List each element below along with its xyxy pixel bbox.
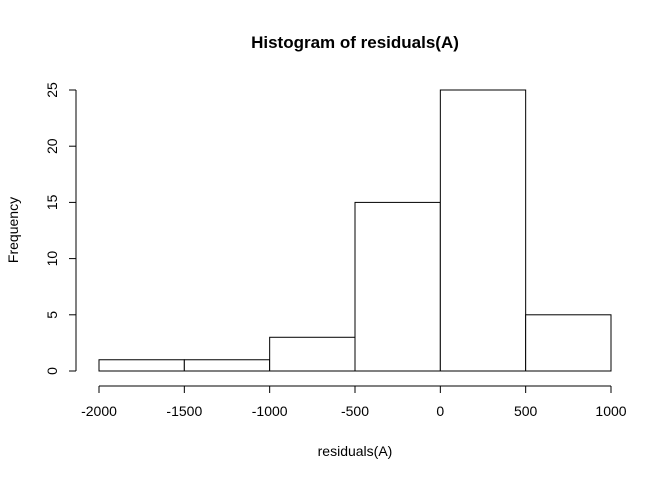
y-tick-label: 5: [44, 311, 60, 319]
y-tick-label: 10: [44, 251, 60, 267]
histogram-bar-1: [183, 359, 271, 372]
histogram-bar-2: [269, 336, 356, 372]
histogram-bar-5: [525, 314, 612, 372]
histogram-bar-3: [354, 201, 441, 372]
bars-group: [98, 89, 612, 372]
x-tick-label: 500: [514, 403, 538, 419]
x-axis: -2000 -1500 -1000 -500 0 500 1000: [81, 385, 627, 419]
x-tick-label: -1500: [166, 403, 202, 419]
y-tick-label: 0: [44, 367, 60, 375]
y-axis: 0 5 10 15 20 25: [44, 82, 77, 375]
x-tick-label: -1000: [252, 403, 288, 419]
x-axis-label: residuals(A): [318, 443, 393, 459]
y-axis-label: Frequency: [5, 197, 21, 263]
histogram-bar-0: [98, 359, 185, 372]
x-tick-label: -2000: [81, 403, 117, 419]
x-tick-label: -500: [341, 403, 369, 419]
histogram-bar-4: [439, 89, 527, 372]
y-tick-label: 15: [44, 194, 60, 210]
x-tick-label: 0: [436, 403, 444, 419]
y-tick-label: 20: [44, 138, 60, 154]
x-tick-label: 1000: [595, 403, 626, 419]
y-tick-label: 25: [44, 82, 60, 98]
chart-title: Histogram of residuals(A): [251, 33, 459, 52]
